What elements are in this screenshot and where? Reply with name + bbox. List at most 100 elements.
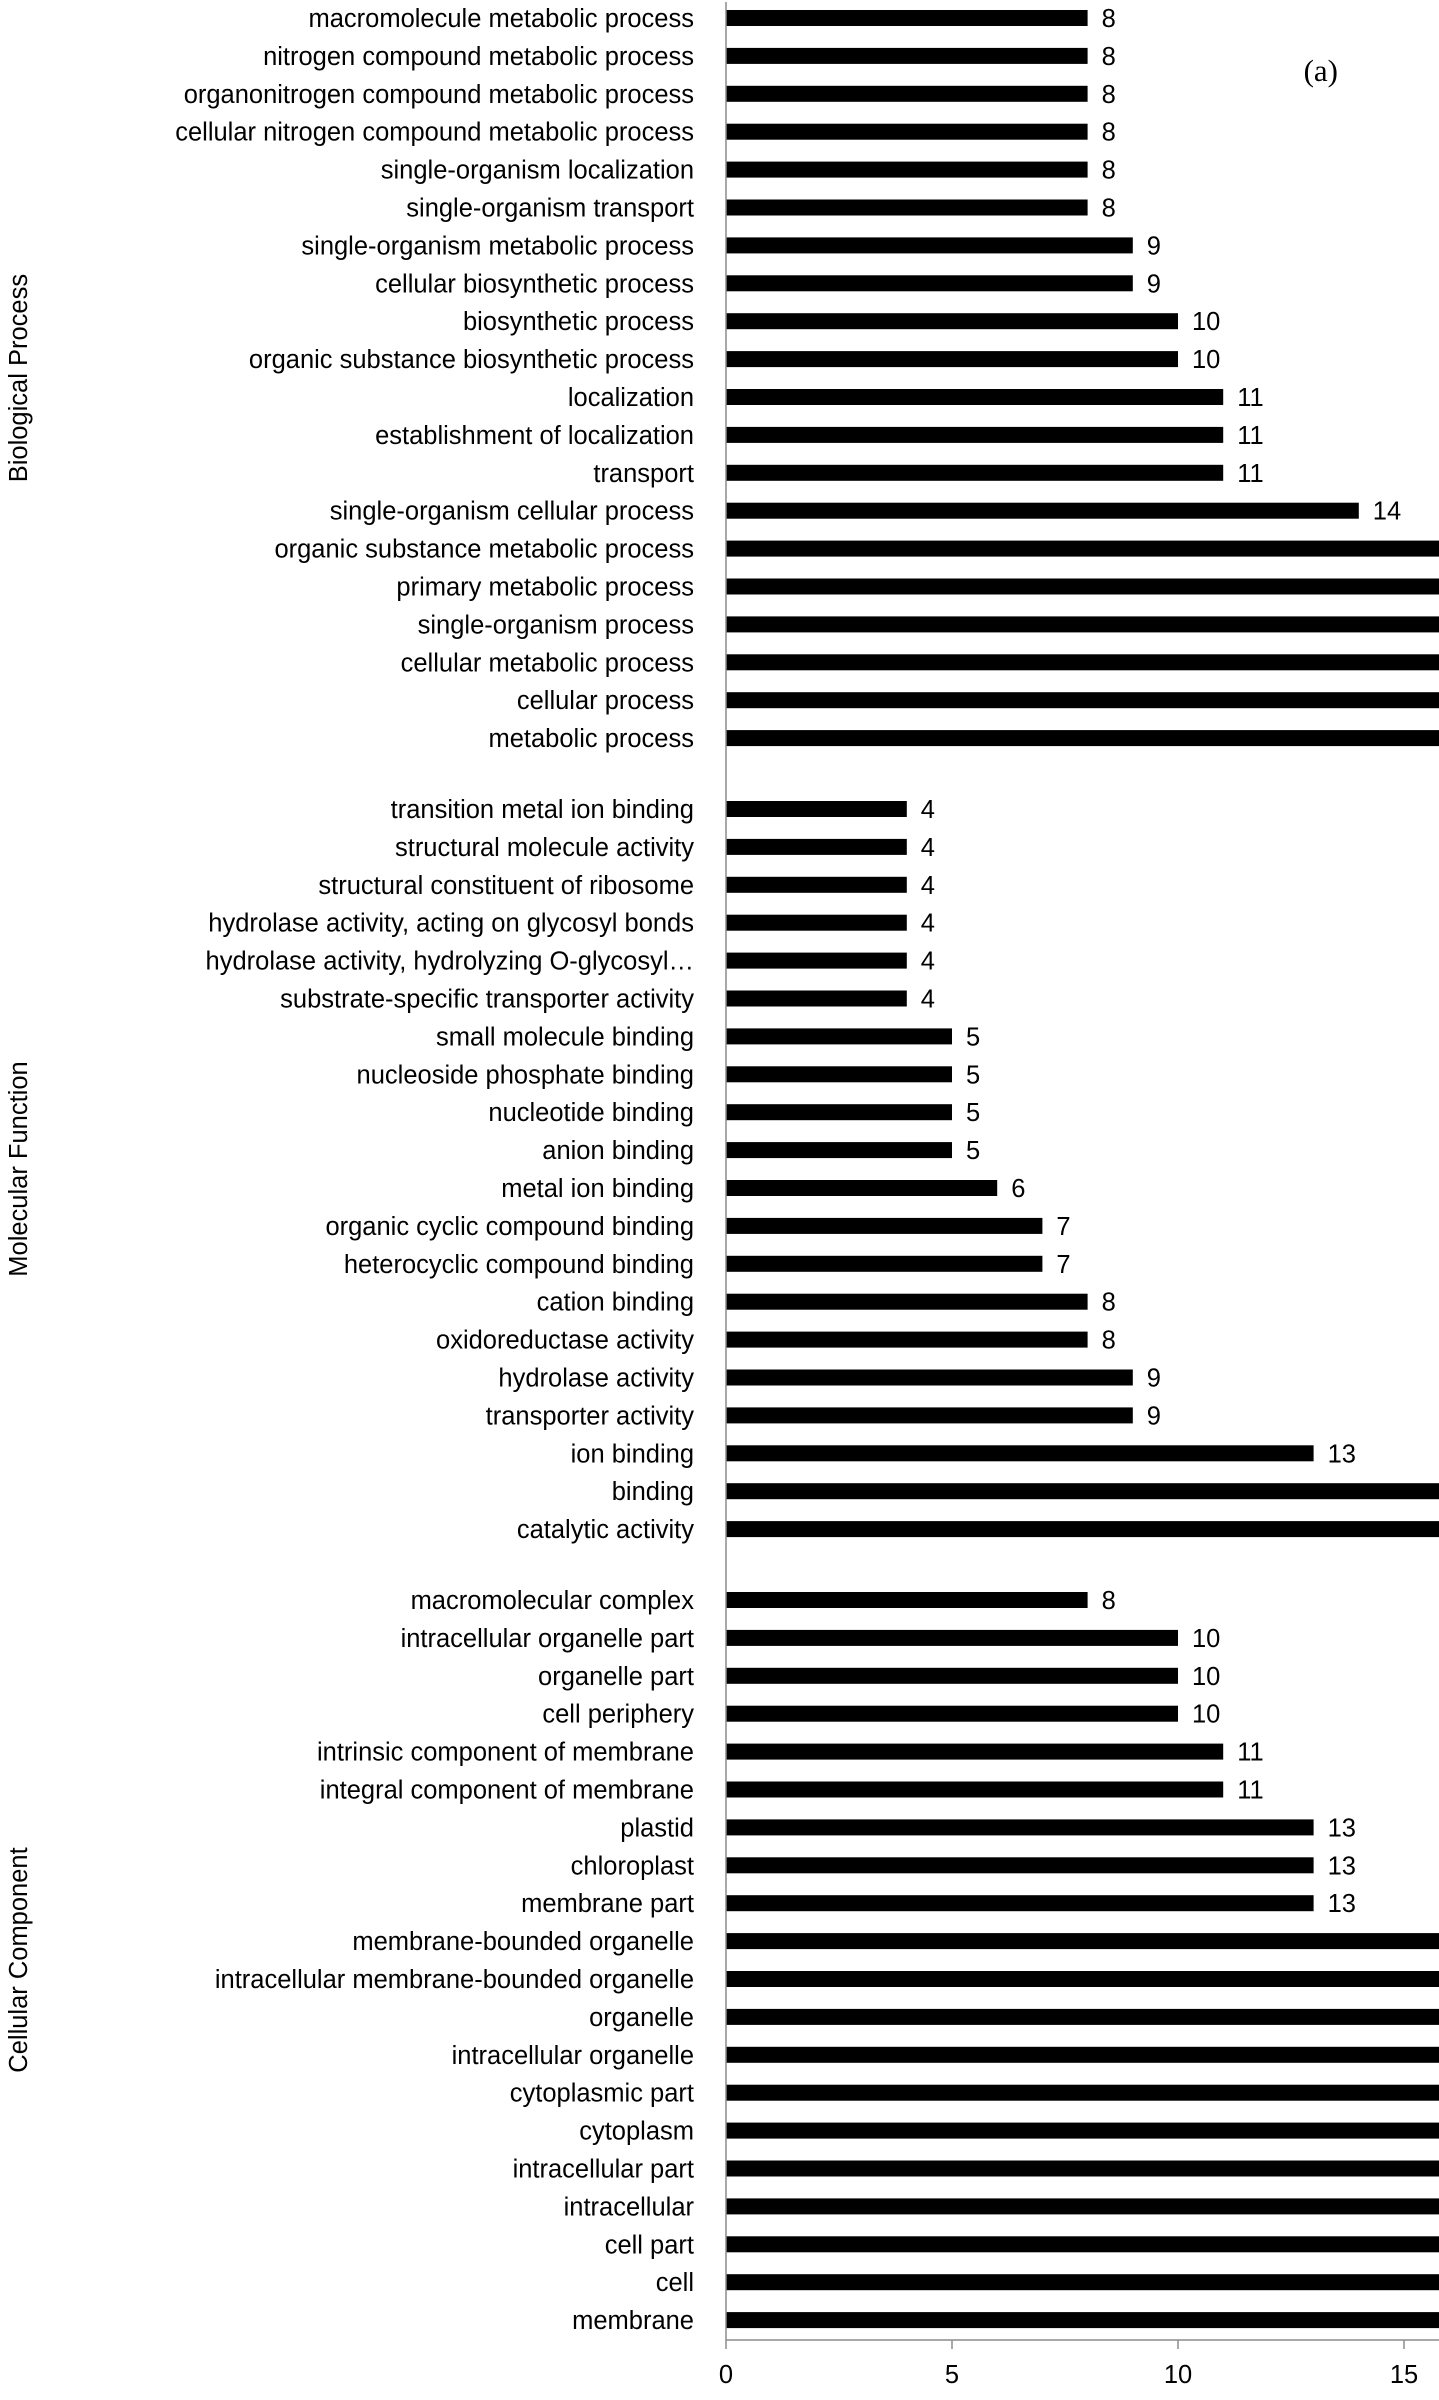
value-label: 8 bbox=[1102, 43, 1116, 71]
bar bbox=[726, 616, 1439, 633]
value-label: 4 bbox=[921, 986, 935, 1014]
bar bbox=[726, 1104, 952, 1121]
bar bbox=[726, 730, 1439, 747]
value-label: 4 bbox=[921, 872, 935, 900]
bar bbox=[726, 1857, 1314, 1874]
category-label: single-organism metabolic process bbox=[301, 232, 694, 260]
category-label: macromolecular complex bbox=[411, 1587, 695, 1615]
x-tick-label: 15 bbox=[1390, 2361, 1418, 2389]
value-label: 8 bbox=[1102, 1587, 1116, 1615]
value-label: 4 bbox=[921, 834, 935, 862]
value-label: 5 bbox=[966, 1023, 980, 1051]
category-label: single-organism localization bbox=[381, 157, 694, 185]
category-label: binding bbox=[612, 1478, 694, 1506]
x-tick-label: 10 bbox=[1164, 2361, 1192, 2389]
bar bbox=[726, 1521, 1439, 1538]
category-label: nitrogen compound metabolic process bbox=[263, 43, 694, 71]
bar bbox=[726, 1445, 1314, 1462]
bar bbox=[726, 237, 1133, 254]
category-label: intracellular organelle part bbox=[401, 1625, 694, 1653]
value-label: 10 bbox=[1192, 1701, 1220, 1729]
category-label: cellular metabolic process bbox=[401, 649, 694, 677]
value-label: 9 bbox=[1147, 1365, 1161, 1393]
category-label: substrate-specific transporter activity bbox=[280, 986, 694, 1014]
category-label: cellular biosynthetic process bbox=[375, 270, 694, 298]
value-label: 10 bbox=[1192, 346, 1220, 374]
bar bbox=[726, 1483, 1439, 1500]
value-label: 13 bbox=[1328, 1852, 1356, 1880]
value-label: 9 bbox=[1147, 232, 1161, 260]
bar bbox=[726, 1369, 1133, 1386]
bar bbox=[726, 1331, 1088, 1348]
value-label: 10 bbox=[1192, 308, 1220, 336]
bar bbox=[726, 47, 1088, 64]
bar bbox=[726, 952, 907, 969]
category-label: single-organism cellular process bbox=[330, 498, 694, 526]
bar bbox=[726, 1217, 1043, 1234]
category-label: organelle bbox=[589, 2004, 694, 2032]
category-label: intracellular part bbox=[513, 2156, 694, 2184]
bar bbox=[726, 990, 907, 1007]
bar bbox=[726, 654, 1439, 671]
value-label: 14 bbox=[1373, 498, 1401, 526]
category-label: intrinsic component of membrane bbox=[317, 1739, 694, 1767]
category-label: intracellular bbox=[564, 2193, 695, 2221]
bar bbox=[726, 313, 1178, 330]
bar bbox=[726, 426, 1224, 443]
category-label: plastid bbox=[620, 1814, 694, 1842]
category-label: cell periphery bbox=[542, 1701, 694, 1729]
category-label: anion binding bbox=[542, 1137, 694, 1165]
category-label: nucleotide binding bbox=[488, 1099, 694, 1127]
value-label: 11 bbox=[1237, 422, 1263, 450]
bar bbox=[726, 2122, 1439, 2139]
category-label: structural constituent of ribosome bbox=[318, 872, 694, 900]
category-label: ion binding bbox=[571, 1440, 694, 1468]
category-label: cellular process bbox=[517, 687, 694, 715]
bar bbox=[726, 1895, 1314, 1912]
category-label: heterocyclic compound binding bbox=[344, 1251, 694, 1279]
bar bbox=[726, 914, 907, 931]
category-label: intracellular organelle bbox=[452, 2042, 694, 2070]
category-label: primary metabolic process bbox=[396, 574, 694, 602]
value-label: 10 bbox=[1192, 1663, 1220, 1691]
bar bbox=[726, 2236, 1439, 2253]
bar bbox=[726, 1180, 998, 1196]
bar bbox=[726, 1781, 1224, 1798]
category-label: integral component of membrane bbox=[320, 1777, 694, 1805]
bar bbox=[726, 2198, 1439, 2215]
category-label: structural molecule activity bbox=[395, 834, 694, 862]
value-label: 4 bbox=[921, 910, 935, 938]
category-label: metal ion binding bbox=[501, 1175, 694, 1203]
bar bbox=[726, 578, 1439, 595]
bar bbox=[726, 1819, 1314, 1836]
bar bbox=[726, 1142, 952, 1159]
group-label: Cellular Component bbox=[5, 1847, 33, 2072]
category-label: organic cyclic compound binding bbox=[325, 1213, 694, 1241]
x-tick-label: 5 bbox=[945, 2361, 959, 2389]
x-tick-label: 0 bbox=[719, 2361, 733, 2389]
category-label: cellular nitrogen compound metabolic pro… bbox=[175, 119, 694, 147]
value-label: 8 bbox=[1102, 119, 1116, 147]
category-label: transporter activity bbox=[486, 1402, 695, 1430]
bar bbox=[726, 801, 907, 817]
value-label: 11 bbox=[1237, 384, 1263, 412]
category-label: chloroplast bbox=[571, 1852, 694, 1880]
category-label: transition metal ion binding bbox=[391, 796, 694, 824]
bar bbox=[726, 2046, 1439, 2063]
bar bbox=[726, 1293, 1088, 1310]
category-label: cytoplasm bbox=[579, 2118, 694, 2146]
category-label: intracellular membrane-bounded organelle bbox=[215, 1966, 694, 1994]
bar bbox=[726, 1028, 952, 1045]
bar bbox=[726, 161, 1088, 178]
bar bbox=[726, 2084, 1439, 2101]
bar bbox=[726, 1705, 1178, 1722]
bar bbox=[726, 1971, 1439, 1987]
value-label: 5 bbox=[966, 1099, 980, 1127]
bar bbox=[726, 389, 1224, 405]
group-label: Biological Process bbox=[5, 274, 33, 482]
bar bbox=[726, 838, 907, 855]
value-label: 13 bbox=[1328, 1814, 1356, 1842]
category-label: localization bbox=[568, 384, 694, 412]
